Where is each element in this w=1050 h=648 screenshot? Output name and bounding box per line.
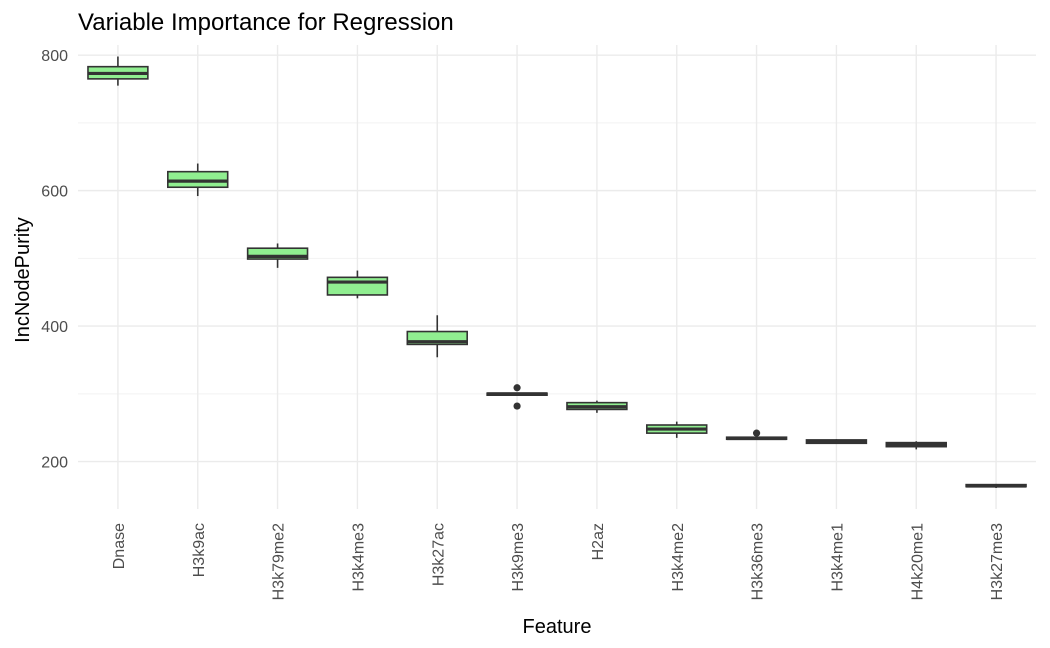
x-tick-label: H3k4me1: [829, 523, 846, 592]
x-tick-label: H3k27me3: [989, 523, 1006, 600]
y-axis-ticks: 200 400 600 800: [41, 48, 68, 471]
box-h3k4me2: [646, 421, 708, 438]
x-tick-label: H3k9ac: [191, 523, 208, 577]
box-dnase: [87, 56, 149, 86]
outlier-point: [752, 429, 761, 437]
x-tick-label: Dnase: [111, 523, 128, 569]
y-tick-label: 400: [41, 319, 68, 336]
box-h3k79me2: [246, 243, 309, 268]
box-h4k20me1: [885, 441, 947, 450]
chart-title: Variable Importance for Regression: [78, 9, 454, 36]
outlier-point: [513, 402, 521, 410]
box-body: [246, 247, 309, 260]
x-axis-title: Feature: [523, 616, 592, 638]
box-series: [87, 56, 1027, 489]
outlier-point: [513, 384, 521, 392]
box-h3k27me3: [965, 483, 1027, 489]
box-h3k9me3: [486, 384, 548, 410]
box-h3k9ac: [167, 163, 229, 197]
box-h3k27ac: [406, 315, 468, 358]
y-tick-label: 200: [41, 455, 68, 472]
box-body: [167, 170, 229, 189]
box-h3k4me1: [805, 439, 868, 445]
x-tick-label: H3k9me3: [510, 523, 527, 592]
x-tick-label: H3k4me3: [350, 523, 367, 592]
y-axis-title: IncNodePurity: [12, 217, 34, 343]
box-h3k4me3: [326, 270, 389, 299]
x-tick-label: H4k20me1: [909, 523, 926, 600]
x-axis-ticks: Dnase H3k9ac H3k79me2 H3k4me3 H3k27ac H3k9me3…: [111, 523, 1006, 600]
y-tick-label: 800: [41, 48, 68, 65]
x-tick-label: H3k36me3: [750, 523, 767, 600]
y-tick-label: 600: [41, 184, 68, 201]
x-tick-label: H3k4me2: [670, 523, 687, 592]
grid: [78, 45, 1036, 509]
x-tick-label: H3k79me2: [271, 523, 288, 600]
x-tick-label: H3k27ac: [430, 523, 447, 586]
box-body: [326, 276, 389, 296]
x-tick-label: H2az: [590, 523, 607, 560]
box-h3k36me3: [725, 429, 788, 441]
box-h2az: [566, 400, 628, 413]
